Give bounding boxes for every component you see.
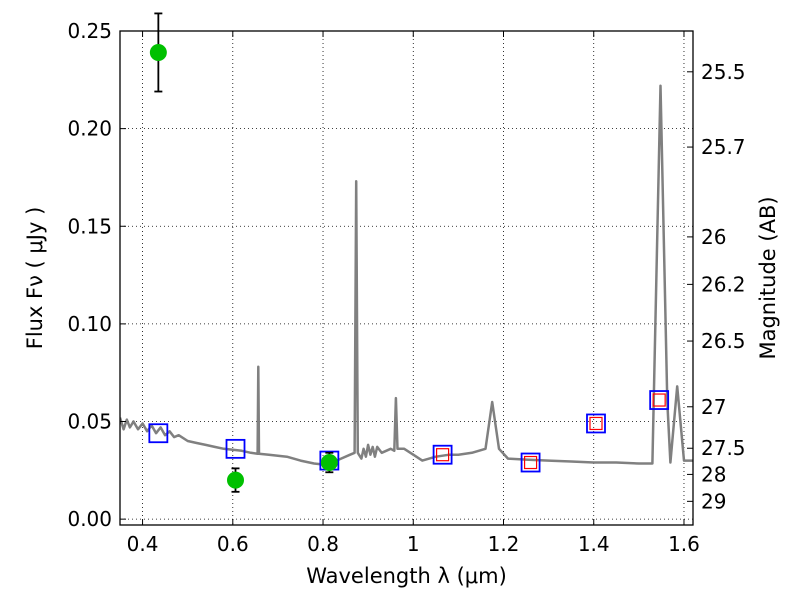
mag-tick-label: 27.5: [701, 436, 746, 460]
x-axis-label: Wavelength λ (μm): [306, 564, 507, 588]
observed-flux-point: [227, 471, 245, 489]
mag-tick-label: 25.5: [701, 60, 746, 84]
plot-frame: [119, 30, 694, 526]
mag-tick-label: 29: [701, 489, 726, 513]
y-tick-label: 0.25: [67, 19, 112, 43]
x-tick-label: 0.8: [307, 532, 339, 556]
model-photometry-square: [432, 444, 453, 465]
observed-flux-point: [149, 43, 167, 61]
y-tick-label: 0.15: [67, 214, 112, 238]
axis-ticks: 0.4 0.6 0.8 1 1.2 1.4 1.6 0.00 0.05 0.10 0.15 0.20 0…: [67, 19, 745, 556]
x-tick-label: 1.6: [668, 532, 700, 556]
x-tick-label: 1: [407, 532, 420, 556]
y-tick-label: 0.00: [67, 507, 112, 531]
model-photometry-inner-square: [523, 455, 538, 470]
y-axis-label: Flux Fν ( μJy ): [23, 207, 47, 350]
mag-tick-label: 26: [701, 225, 726, 249]
observed-flux-point: [320, 454, 338, 472]
x-tick-label: 0.4: [127, 532, 159, 556]
model-photometry-square: [225, 438, 246, 459]
x-tick-label: 0.6: [217, 532, 249, 556]
y-tick-label: 0.10: [67, 312, 112, 336]
model-photometry-square: [520, 452, 541, 473]
model-photometry-inner-square: [435, 448, 450, 462]
mag-tick-label: 26.5: [701, 329, 746, 353]
x-tick-label: 1.2: [488, 532, 520, 556]
model-photometry-inner-square: [589, 416, 603, 431]
mag-tick-label: 27: [701, 395, 726, 419]
mag-tick-label: 28: [701, 462, 726, 486]
model-photometry-square: [586, 413, 606, 434]
y2-axis-label: Magnitude (AB): [756, 196, 780, 359]
plot-area: [120, 12, 693, 493]
model-photometry-inner-square: [652, 393, 666, 407]
model-photometry-square: [148, 423, 169, 444]
y-tick-label: 0.20: [67, 117, 112, 141]
mag-tick-label: 26.2: [701, 272, 746, 296]
y-tick-label: 0.05: [67, 410, 112, 434]
x-tick-label: 1.4: [578, 532, 610, 556]
model-photometry-square: [649, 390, 670, 410]
model-spectrum-line: [120, 84, 693, 466]
mag-tick-label: 25.7: [701, 135, 746, 159]
